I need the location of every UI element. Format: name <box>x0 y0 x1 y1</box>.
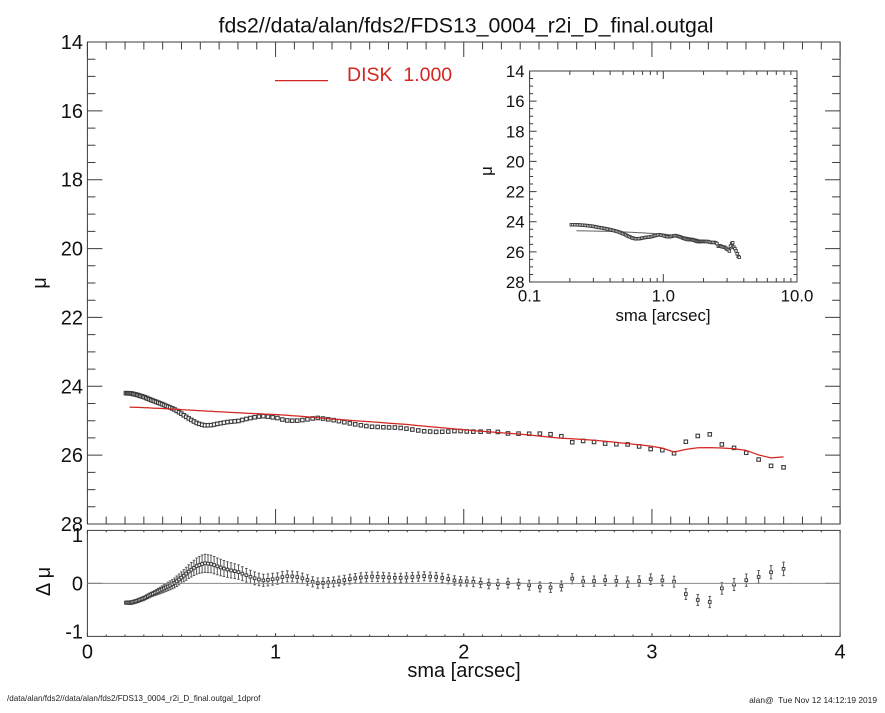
svg-text:26: 26 <box>61 445 83 467</box>
svg-text:alan@ Tue Nov 12 14:12:19 201: alan@ Tue Nov 12 14:12:19 2019 <box>749 695 877 705</box>
svg-text:16: 16 <box>61 101 83 123</box>
svg-text:0: 0 <box>72 573 83 595</box>
svg-text:22: 22 <box>506 183 525 202</box>
svg-text:14: 14 <box>506 62 525 81</box>
svg-text:26: 26 <box>506 243 525 262</box>
svg-text:DISK 1.000: DISK 1.000 <box>347 64 452 86</box>
svg-text:sma [arcsec]: sma [arcsec] <box>615 306 710 325</box>
svg-text:28: 28 <box>506 273 525 292</box>
svg-text:-1: -1 <box>65 622 83 644</box>
svg-text:Δ μ: Δ μ <box>33 567 55 596</box>
svg-text:0.1: 0.1 <box>518 286 541 305</box>
svg-text:/data/alan/fds2//data/alan/fds: /data/alan/fds2//data/alan/fds2/FDS13_00… <box>7 694 261 703</box>
svg-text:μ: μ <box>29 277 51 289</box>
svg-text:sma [arcsec]: sma [arcsec] <box>407 660 520 682</box>
svg-text:3: 3 <box>646 642 657 664</box>
svg-text:10.0: 10.0 <box>781 286 814 305</box>
svg-text:24: 24 <box>506 213 525 232</box>
svg-text:1: 1 <box>270 642 281 664</box>
svg-text:16: 16 <box>506 92 525 111</box>
svg-text:24: 24 <box>61 376 83 398</box>
svg-text:fds2//data/alan/fds2/FDS13_000: fds2//data/alan/fds2/FDS13_0004_r2i_D_fi… <box>219 14 714 38</box>
svg-text:18: 18 <box>61 170 83 192</box>
svg-text:1.0: 1.0 <box>652 286 675 305</box>
svg-text:22: 22 <box>61 307 83 329</box>
svg-text:20: 20 <box>61 239 83 261</box>
svg-text:18: 18 <box>506 122 525 141</box>
svg-text:μ: μ <box>477 166 496 176</box>
svg-text:0: 0 <box>82 642 93 664</box>
svg-text:28: 28 <box>61 514 83 536</box>
svg-text:2: 2 <box>458 642 469 664</box>
svg-text:1: 1 <box>72 525 83 547</box>
svg-text:4: 4 <box>835 642 846 664</box>
svg-text:14: 14 <box>61 32 83 54</box>
svg-text:20: 20 <box>506 152 525 171</box>
